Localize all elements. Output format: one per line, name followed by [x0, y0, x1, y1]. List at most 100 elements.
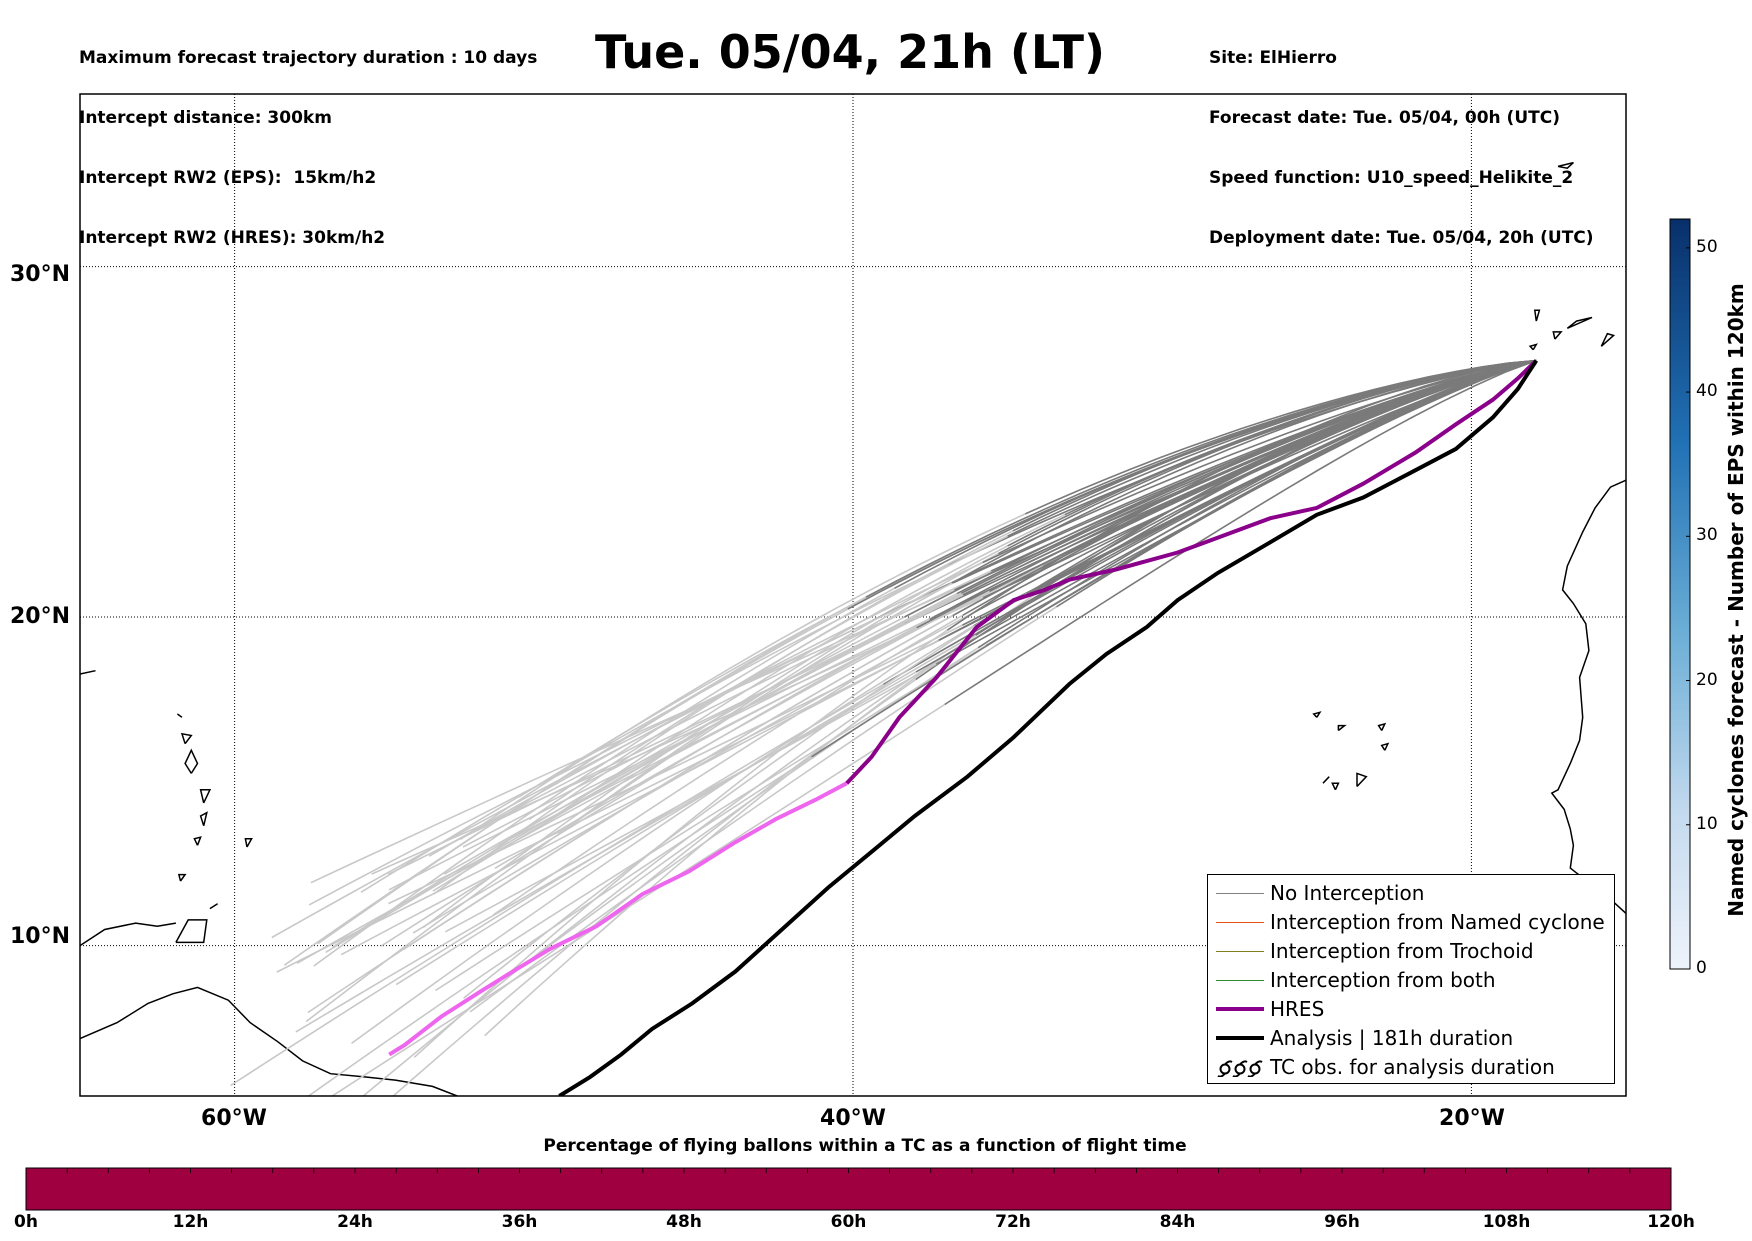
coastline [1645, 318, 1664, 336]
eps-member-trajectory [951, 359, 1537, 584]
eps-member-late [307, 756, 813, 1096]
eps-member-trajectory [985, 359, 1537, 647]
eps-member-late [434, 645, 987, 992]
coastline [199, 811, 208, 827]
legend-item: HRES [1208, 995, 1614, 1024]
legend-swatch [1216, 980, 1264, 981]
legend-swatch [1216, 951, 1264, 952]
eps-member-late [362, 634, 977, 1096]
coastline [1552, 331, 1563, 340]
legend-label: Analysis | 181h duration [1270, 1026, 1514, 1050]
lat-label-20n: 20°N [10, 604, 71, 629]
colorbar-tick-label: 30 [1696, 525, 1718, 546]
header-info-right: Site: ElHierro Forecast date: Tue. 05/04… [1209, 8, 1594, 268]
eps-member-late [271, 619, 873, 939]
lon-label-20w: 20°W [1439, 1106, 1505, 1131]
flight-time-tick-label: 108h [1482, 1212, 1531, 1232]
header-line-intercept-hres: Intercept RW2 (HRES): 30km/h2 [79, 228, 386, 248]
flight-time-tick-label: 12h [172, 1212, 209, 1232]
eps-member-late [305, 582, 953, 1023]
legend-label: No Interception [1270, 881, 1425, 905]
flight-time-tick-label: 36h [501, 1212, 538, 1232]
eps-member-late [543, 513, 1066, 825]
eps-member-late [557, 552, 999, 835]
coastlines [80, 161, 1664, 1096]
coastline [193, 836, 202, 846]
flight-time-tick-label: 60h [830, 1212, 867, 1232]
legend-swatch [1216, 1036, 1264, 1040]
legend-item: Interception from Named cyclone [1208, 908, 1614, 937]
eps-member-late [230, 683, 884, 1087]
legend-label: Interception from both [1270, 968, 1496, 992]
header-line-intercept-eps: Intercept RW2 (EPS): 15km/h2 [79, 168, 377, 188]
eps-member-trajectory [883, 359, 1537, 685]
eps-member-late [428, 561, 984, 857]
eps-member-late [445, 570, 992, 847]
coastline [175, 919, 208, 944]
coastline [209, 903, 219, 910]
colorbar-tick-label: 40 [1696, 381, 1718, 402]
eps-member-trajectory [998, 359, 1537, 555]
coastline [176, 713, 183, 718]
lon-label-40w: 40°W [820, 1106, 886, 1131]
legend-label: HRES [1270, 997, 1325, 1021]
legend-swatch [1216, 1007, 1264, 1011]
header-line-deployment-date: Deployment date: Tue. 05/04, 20h (UTC) [1209, 228, 1594, 248]
legend-item: No Interception [1208, 879, 1614, 908]
coastline [1533, 309, 1541, 322]
eps-member-late [340, 639, 940, 956]
coastline [244, 838, 253, 848]
eps-member-trajectory [989, 359, 1537, 593]
eps-trajectories [230, 359, 1537, 1096]
coastline [1312, 711, 1322, 718]
eps-member-late [445, 663, 937, 933]
eps-member-trajectory [1026, 359, 1537, 595]
main-trajectories [388, 359, 1538, 1096]
lat-label-10n: 10°N [10, 924, 71, 949]
eps-member-late [388, 624, 963, 905]
eps-member-late [388, 615, 935, 891]
header-line-intercept-distance: Intercept distance: 300km [79, 108, 332, 128]
eps-member-late [422, 545, 1008, 929]
analysis-trajectory [558, 359, 1538, 1096]
colorbar-tick-label: 20 [1696, 669, 1718, 690]
coastline [1337, 724, 1347, 732]
legend-label: Interception from Trochoid [1270, 939, 1534, 963]
coastline [180, 732, 193, 745]
eps-member-trajectory [915, 359, 1537, 673]
eps-member-late [494, 590, 990, 869]
colorbar-eps [1669, 218, 1691, 970]
map-legend: No Interception Interception from Named … [1207, 874, 1615, 1084]
eps-member-late [283, 608, 849, 966]
hres-trajectory-late [388, 781, 848, 1057]
coastline [1550, 479, 1626, 914]
cyclone-symbol-icon [1217, 1060, 1263, 1077]
coastline [1557, 161, 1574, 170]
lat-label-30n: 30°N [10, 262, 71, 287]
eps-member-trajectory [944, 359, 1537, 706]
coastline [80, 669, 96, 675]
legend-label: TC obs. for analysis duration [1270, 1055, 1555, 1079]
eps-member-late [403, 589, 999, 950]
eps-member-late [392, 678, 917, 1096]
eps-member-trajectory [962, 359, 1537, 626]
flight-time-tick-label: 84h [1159, 1212, 1196, 1232]
flight-time-tick-label: 120h [1647, 1212, 1695, 1232]
flight-time-tick-label: 24h [337, 1212, 373, 1232]
header-line-speed-function: Speed function: U10_speed_Helikite_2 [1209, 168, 1574, 188]
header-info-left: Maximum forecast trajectory duration : 1… [79, 8, 537, 268]
coastline [1600, 332, 1616, 347]
coastline [80, 986, 458, 1096]
flight-time-tick-label: 96h [1324, 1212, 1360, 1232]
eps-member-late [492, 614, 964, 916]
hres-trajectory [845, 359, 1538, 785]
colorbar-ticks [1686, 247, 1690, 970]
eps-member-trajectory [982, 359, 1537, 564]
legend-item: Analysis | 181h duration [1208, 1024, 1614, 1053]
colorbar-tick-label: 0 [1696, 958, 1707, 978]
legend-item: Interception from both [1208, 966, 1614, 995]
header-line-forecast-date: Forecast date: Tue. 05/04, 00h (UTC) [1209, 108, 1560, 128]
eps-member-late [330, 703, 946, 1096]
flight-time-bar [25, 1167, 1672, 1211]
coastline [184, 748, 199, 774]
